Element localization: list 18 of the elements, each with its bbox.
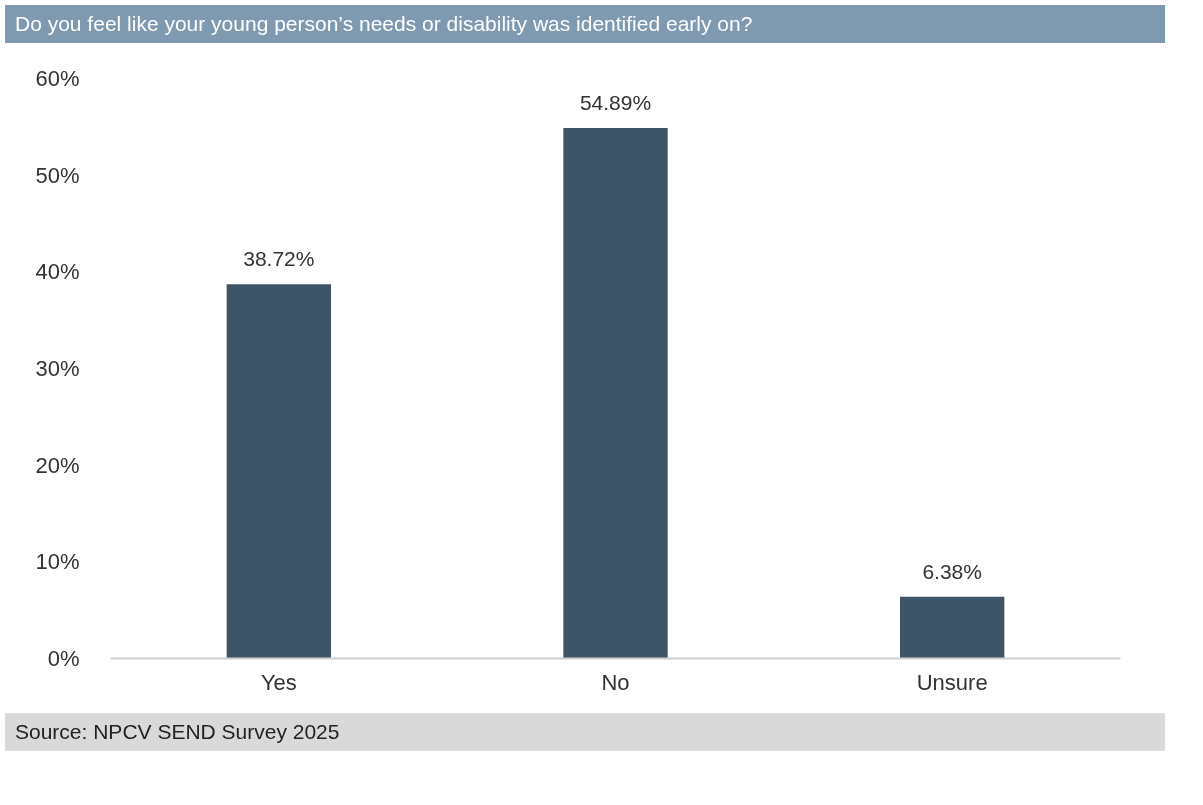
- data-label: 6.38%: [922, 559, 982, 583]
- x-tick-label: No: [601, 669, 630, 695]
- y-tick-label: 10%: [35, 549, 80, 575]
- source-note: Source: NPCV SEND Survey 2025: [15, 719, 340, 745]
- y-tick-label: 20%: [35, 452, 80, 478]
- bar: [226, 284, 332, 659]
- bar: [899, 596, 1005, 659]
- bar: [563, 127, 668, 659]
- data-label: 54.89%: [579, 90, 652, 114]
- y-tick-label: 0%: [47, 646, 80, 671]
- data-label: 38.72%: [243, 247, 315, 271]
- x-tick-label: Unsure: [916, 669, 988, 695]
- y-tick-label: 60%: [35, 66, 80, 91]
- y-tick-label: 50%: [35, 162, 80, 188]
- y-tick-label: 30%: [35, 356, 80, 381]
- x-tick-label: Yes: [260, 669, 297, 695]
- chart-title: Do you feel like your young person’s needs or disability was identified early on?: [15, 11, 753, 37]
- y-tick-label: 40%: [35, 259, 80, 285]
